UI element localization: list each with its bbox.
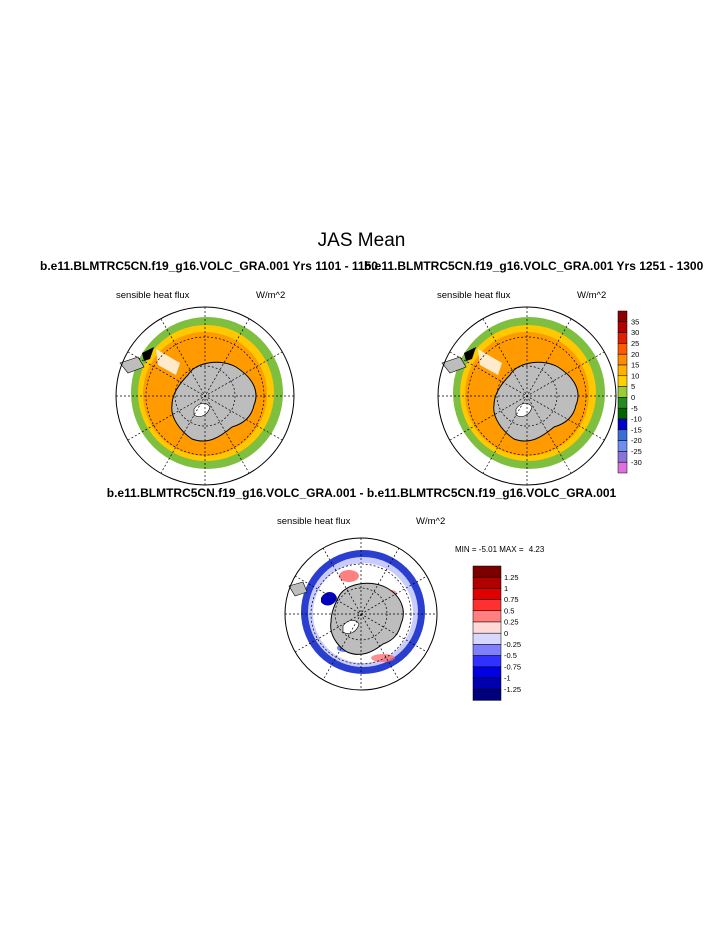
difference-colorbar-swatch <box>472 632 502 645</box>
top-colorbar-tick-label: -20 <box>631 436 642 445</box>
difference-colorbar-tick-label: 0 <box>504 629 508 638</box>
top-colorbar-swatch <box>617 440 628 452</box>
panel-2-units-label: W/m^2 <box>577 290 607 301</box>
top-colorbar-swatch <box>617 386 628 398</box>
min-value: -5.01 <box>478 545 498 554</box>
top-colorbar-tick-label: 5 <box>631 382 635 391</box>
panel-2-polar-map <box>437 306 617 486</box>
top-colorbar-tick-label: 20 <box>631 350 639 359</box>
difference-units-label: W/m^2 <box>416 516 446 527</box>
difference-colorbar: 1.25 1 0.75 0.5 0.25 0 -0.25 -0.5 -0.75 -1 -1.25 <box>472 565 521 701</box>
top-colorbar-swatch <box>617 353 628 366</box>
top-colorbar-tick-label: 0 <box>631 393 635 402</box>
difference-colorbar-tick-label: -0.75 <box>504 662 521 671</box>
max-label: MAX = <box>499 545 524 554</box>
top-colorbar-swatch <box>617 364 628 377</box>
max-value: 4.23 <box>528 545 545 554</box>
difference-colorbar-tick-label: 0.5 <box>504 606 514 615</box>
difference-colorbar-tick-label: 1 <box>504 584 508 593</box>
top-colorbar-tick-label: -30 <box>631 458 642 467</box>
top-colorbar-tick-label: 10 <box>631 371 639 380</box>
difference-colorbar-tick-label: -1 <box>504 674 511 683</box>
difference-min-max: MIN = -5.01 MAX = 4.23 <box>455 545 544 554</box>
top-colorbar-swatch <box>617 429 628 441</box>
difference-colorbar-tick-label: 0.25 <box>504 618 519 627</box>
difference-colorbar-swatch <box>472 610 502 623</box>
min-label: MIN = <box>455 545 477 554</box>
difference-colorbar-swatch <box>472 655 502 668</box>
top-colorbar-swatch <box>617 343 628 355</box>
difference-colorbar-swatch <box>472 565 502 578</box>
difference-colorbar-tick-label: 1.25 <box>504 573 519 582</box>
top-colorbar-tick-label: -10 <box>631 415 642 424</box>
top-colorbar-swatch <box>617 397 628 409</box>
top-colorbar-swatch <box>617 451 628 463</box>
top-colorbar-tick-label: 30 <box>631 328 639 337</box>
difference-colorbar-swatch <box>472 621 502 634</box>
difference-title: b.e11.BLMTRC5CN.f19_g16.VOLC_GRA.001 - b… <box>106 486 617 500</box>
top-colorbar-tick-label: 15 <box>631 361 639 370</box>
difference-colorbar-tick-label: -0.25 <box>504 640 521 649</box>
panel-2-variable-label: sensible heat flux <box>437 290 511 301</box>
difference-colorbar-swatch <box>472 688 502 701</box>
difference-variable-label: sensible heat flux <box>277 516 351 527</box>
top-colorbar-swatch <box>617 321 628 333</box>
top-colorbar-tick-label: 25 <box>631 339 639 348</box>
panel-1-polar-map <box>115 306 295 486</box>
difference-colorbar-swatch <box>472 677 502 690</box>
difference-colorbar-tick-label: -0.5 <box>504 651 517 660</box>
difference-colorbar-tick-label: -1.25 <box>504 685 521 694</box>
panel-2-run-title: b.e11.BLMTRC5CN.f19_g16.VOLC_GRA.001 Yrs… <box>364 259 704 273</box>
top-colorbar-swatch <box>617 375 628 387</box>
difference-colorbar-swatch <box>472 588 502 600</box>
difference-colorbar-swatch <box>472 666 502 679</box>
difference-colorbar-tick-label: 0.75 <box>504 595 519 604</box>
difference-colorbar-swatch <box>472 599 502 612</box>
top-colorbar-swatch <box>617 407 628 420</box>
top-colorbar-swatch <box>617 461 628 474</box>
panel-1-units-label: W/m^2 <box>256 290 286 301</box>
top-colorbar-tick-label: -15 <box>631 425 642 434</box>
top-colorbar-tick-label: -5 <box>631 404 638 413</box>
page-title: JAS Mean <box>317 230 406 251</box>
difference-colorbar-swatch <box>472 576 502 589</box>
top-colorbar-swatch <box>617 332 628 344</box>
difference-colorbar-swatch <box>472 644 502 656</box>
top-colorbar-tick-label: 35 <box>631 317 639 326</box>
difference-polar-map <box>284 537 438 691</box>
panel-1-variable-label: sensible heat flux <box>116 290 190 301</box>
panel-1-run-title: b.e11.BLMTRC5CN.f19_g16.VOLC_GRA.001 Yrs… <box>40 259 378 273</box>
top-colorbar-swatch <box>617 418 628 431</box>
top-colorbar-tick-label: -25 <box>631 447 642 456</box>
top-colorbar-swatch <box>617 310 628 323</box>
